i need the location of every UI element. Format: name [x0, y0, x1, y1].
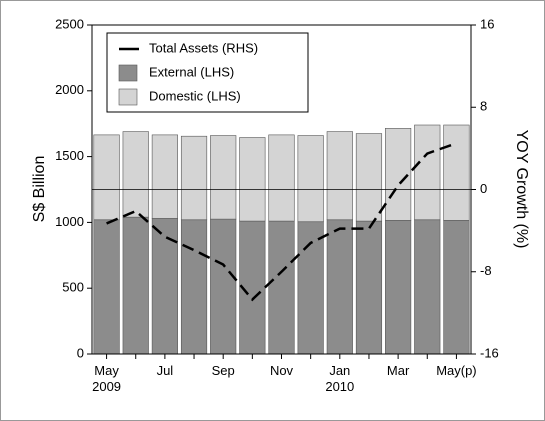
bar-segment: [414, 219, 441, 355]
bar-segment: [414, 124, 441, 221]
bar-segment: [180, 135, 208, 221]
bar-segment: [239, 137, 266, 222]
y-axis-label: S$ Billion: [31, 156, 48, 223]
bar-segment: [93, 219, 120, 355]
legend-box: [106, 32, 309, 113]
y2-tick-label: 16: [480, 16, 494, 31]
y-tick-label: 500: [62, 280, 84, 295]
x-tick-label: Nov: [270, 363, 294, 378]
y-tick-label: 2500: [55, 16, 84, 31]
bar-segment: [443, 124, 470, 221]
line-series: [106, 142, 457, 302]
bar-segment: [122, 131, 149, 218]
legend-swatch: [118, 88, 138, 106]
y2-axis-label: YOY Growth (%): [513, 130, 530, 249]
y-tick-label: 0: [77, 345, 84, 360]
legend-label: External (LHS): [149, 64, 234, 79]
bar-segment: [355, 133, 383, 222]
x-tick-label: Mar: [387, 363, 410, 378]
bar-segment: [355, 220, 383, 355]
y-tick-label: 1500: [55, 148, 84, 163]
y2-tick-label: 8: [480, 99, 487, 114]
bar-segment: [151, 218, 178, 355]
x-tick-label: May(p): [436, 363, 476, 378]
x-tick-label: Jan 2010: [325, 363, 354, 394]
bar-segment: [385, 220, 412, 355]
bar-segment: [180, 219, 208, 355]
bar-segment: [443, 220, 470, 355]
y2-tick-label: -8: [480, 263, 492, 278]
legend-label: Domestic (LHS): [149, 88, 241, 103]
y2-tick-label: 0: [480, 181, 487, 196]
legend-swatch: [118, 64, 138, 82]
bar-segment: [210, 135, 237, 220]
bar-segment: [297, 135, 324, 223]
x-tick-label: May 2009: [92, 363, 121, 394]
bar-segment: [122, 216, 149, 355]
x-tick-label: Jul: [157, 363, 174, 378]
bar-segment: [93, 134, 120, 221]
y2-tick-label: -16: [480, 345, 499, 360]
bar-segment: [151, 134, 178, 219]
bar-segment: [326, 219, 353, 355]
x-tick-label: Sep: [212, 363, 235, 378]
y-tick-label: 1000: [55, 214, 84, 229]
bar-segment: [326, 131, 353, 221]
legend-label: Total Assets (RHS): [149, 40, 258, 55]
bar-segment: [210, 218, 237, 355]
bar-segment: [268, 220, 295, 355]
bar-segment: [268, 134, 295, 222]
y-tick-label: 2000: [55, 82, 84, 97]
